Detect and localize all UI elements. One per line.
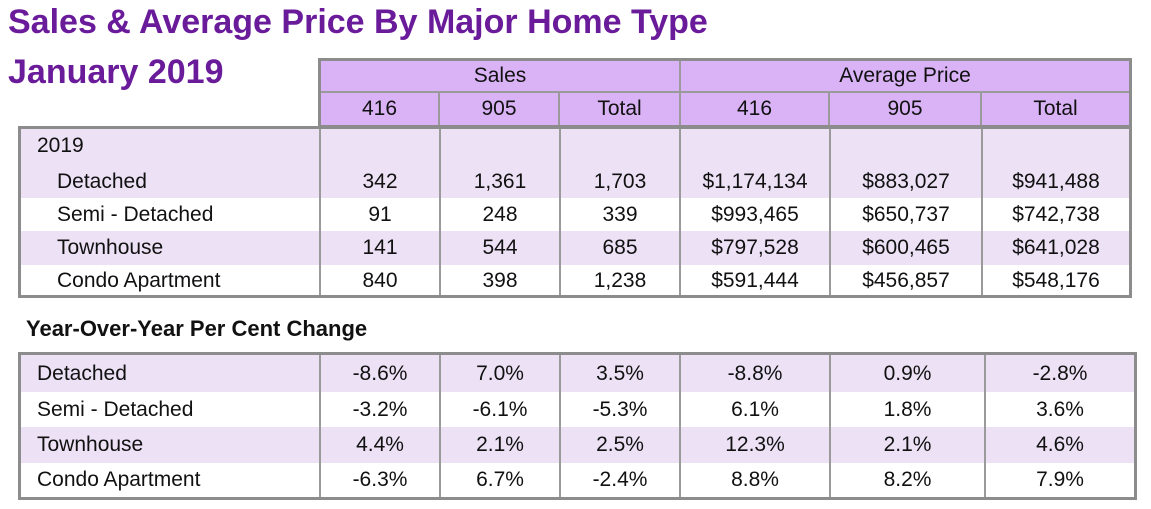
header-group-divider xyxy=(679,61,681,125)
header-col-divider xyxy=(558,93,560,125)
col-divider xyxy=(679,129,681,295)
table-cell: $641,028 xyxy=(1012,236,1100,259)
table-cell: $600,465 xyxy=(862,236,950,259)
col-divider xyxy=(984,355,986,497)
table-cell: 398 xyxy=(482,269,518,292)
row-label: Semi - Detached xyxy=(37,397,194,421)
table-cell: 7.9% xyxy=(1036,468,1084,491)
header-col-price-total: Total xyxy=(1033,97,1078,120)
table-cell: 4.6% xyxy=(1036,433,1084,456)
table-cell: 840 xyxy=(362,269,398,292)
table-cell: 1.8% xyxy=(883,397,932,421)
table-cell: 248 xyxy=(482,202,518,226)
page-title: Sales & Average Price By Major Home Type xyxy=(8,3,708,41)
year-label: 2019 xyxy=(37,134,84,157)
table-cell: 3.6% xyxy=(1036,397,1084,421)
row-label: Detached xyxy=(37,361,127,385)
col-divider xyxy=(981,129,983,295)
col-divider xyxy=(319,355,321,497)
table-header: Sales Average Price 416 905 Total 416 90… xyxy=(318,58,1132,128)
table-cell: -2.8% xyxy=(1032,361,1088,385)
header-col-sales-416: 416 xyxy=(361,97,398,120)
table-cell: 1,361 xyxy=(473,169,527,193)
table-cell: $591,444 xyxy=(711,269,799,292)
table-cell: 141 xyxy=(362,236,398,259)
sales-price-table: 2019 Detached 342 1,361 1,703 $1,174,134… xyxy=(18,126,1132,298)
row-label: Semi - Detached xyxy=(57,202,214,226)
table-cell: $941,488 xyxy=(1012,169,1100,193)
row-label: Condo Apartment xyxy=(37,468,201,491)
table-cell: 2.5% xyxy=(596,433,644,456)
col-divider xyxy=(829,355,831,497)
col-divider xyxy=(319,129,321,295)
table-cell: 339 xyxy=(602,202,638,226)
table-cell: 342 xyxy=(362,169,398,193)
table-cell: -8.6% xyxy=(352,361,408,385)
col-divider xyxy=(679,355,681,497)
table-cell: 0.9% xyxy=(883,361,932,385)
table-cell: 6.1% xyxy=(731,397,779,421)
col-divider xyxy=(829,129,831,295)
header-col-sales-905: 905 xyxy=(481,97,517,120)
header-average-price: Average Price xyxy=(839,64,971,87)
table-cell: $883,027 xyxy=(862,169,950,193)
table-cell: $993,465 xyxy=(711,202,799,226)
col-divider xyxy=(559,355,561,497)
header-col-price-416: 416 xyxy=(736,97,773,120)
table-cell: 91 xyxy=(368,202,392,226)
table-cell: $1,174,134 xyxy=(702,169,808,193)
yoy-section-title: Year-Over-Year Per Cent Change xyxy=(26,316,368,341)
header-col-price-905: 905 xyxy=(887,97,923,120)
header-sales: Sales xyxy=(473,64,527,87)
header-col-divider xyxy=(980,93,982,125)
table-cell: $797,528 xyxy=(711,236,799,259)
row-label: Detached xyxy=(57,169,147,193)
table-cell: $650,737 xyxy=(862,202,950,226)
table-cell: -6.3% xyxy=(352,468,408,491)
table-cell: 4.4% xyxy=(356,433,404,456)
table-cell: -5.3% xyxy=(592,397,648,421)
table-cell: 7.0% xyxy=(476,361,524,385)
header-divider xyxy=(321,91,1129,93)
col-divider xyxy=(439,129,441,295)
table-cell: -2.4% xyxy=(592,468,648,491)
row-label: Townhouse xyxy=(57,236,164,259)
table-cell: 8.8% xyxy=(731,468,779,491)
yoy-change-table: Detached -8.6% 7.0% 3.5% -8.8% 0.9% -2.8… xyxy=(18,352,1137,500)
header-col-divider xyxy=(828,93,830,125)
table-cell: $742,738 xyxy=(1012,202,1100,226)
col-divider xyxy=(439,355,441,497)
table-cell: $456,857 xyxy=(862,269,950,292)
page-subtitle-date: January 2019 xyxy=(8,53,224,91)
table-cell: 2.1% xyxy=(476,433,524,456)
header-col-divider xyxy=(438,93,440,125)
header-col-sales-total: Total xyxy=(597,97,642,120)
table-cell: 685 xyxy=(602,236,638,259)
table-cell: 3.5% xyxy=(596,361,644,385)
table-cell: -3.2% xyxy=(352,397,408,421)
table-cell: -8.8% xyxy=(727,361,783,385)
row-label: Townhouse xyxy=(37,433,144,456)
table-cell: 2.1% xyxy=(883,433,932,456)
row-label: Condo Apartment xyxy=(57,269,221,292)
table-cell: 1,238 xyxy=(593,269,647,292)
table-cell: 8.2% xyxy=(883,468,932,491)
table-cell: 1,703 xyxy=(593,169,647,193)
col-divider xyxy=(559,129,561,295)
table-cell: 6.7% xyxy=(476,468,524,491)
table-cell: 544 xyxy=(482,236,518,259)
table-cell: 12.3% xyxy=(725,433,785,456)
table-cell: $548,176 xyxy=(1012,269,1100,292)
table-cell: -6.1% xyxy=(472,397,528,421)
